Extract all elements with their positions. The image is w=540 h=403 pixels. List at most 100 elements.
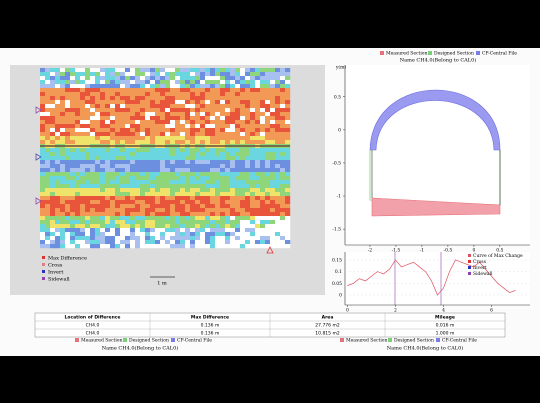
- heat-cell: [210, 204, 216, 209]
- heat-cell: [90, 120, 96, 125]
- heat-cell: [45, 160, 51, 165]
- heat-cell: [280, 172, 286, 177]
- heat-cell: [115, 236, 121, 241]
- legend-label: Cross: [473, 259, 487, 265]
- heat-cell: [190, 84, 196, 89]
- heat-cell: [70, 116, 76, 121]
- heat-cell: [95, 240, 101, 245]
- heat-cell: [55, 88, 61, 93]
- heat-cell: [50, 236, 56, 241]
- heat-cell: [85, 240, 91, 245]
- heat-cell: [215, 208, 221, 213]
- heat-cell: [145, 120, 151, 125]
- heat-cell: [245, 160, 251, 165]
- heat-cell: [265, 136, 271, 141]
- heat-cell: [65, 232, 71, 237]
- heat-cell: [65, 220, 71, 225]
- heat-cell: [170, 88, 176, 93]
- heat-cell: [275, 192, 281, 197]
- heat-cell: [75, 84, 81, 89]
- heat-cell: [160, 228, 166, 233]
- heat-cell: [70, 128, 76, 133]
- heat-cell: [265, 196, 271, 201]
- heat-cell: [210, 100, 216, 105]
- heat-cell: [275, 104, 281, 109]
- heat-cell: [265, 140, 271, 145]
- heat-cell: [90, 244, 96, 249]
- heat-cell: [160, 96, 166, 101]
- heat-cell: [100, 120, 106, 125]
- heat-cell: [220, 100, 226, 105]
- heat-cell: [180, 68, 186, 73]
- heat-cell: [245, 172, 251, 177]
- heat-cell: [75, 200, 81, 205]
- heat-cell: [240, 164, 246, 169]
- heat-cell: [185, 220, 191, 225]
- heat-cell: [125, 84, 131, 89]
- heat-cell: [240, 100, 246, 105]
- legend-label: Designed Section: [129, 338, 169, 344]
- heat-cell: [115, 164, 121, 169]
- heat-cell: [235, 188, 241, 193]
- heat-cell: [220, 212, 226, 217]
- legend-swatch: [42, 263, 45, 266]
- heat-cell: [125, 180, 131, 185]
- heat-cell: [215, 196, 221, 201]
- heat-cell: [250, 240, 256, 245]
- heat-cell: [150, 168, 156, 173]
- heat-cell: [230, 224, 236, 229]
- heat-cell: [190, 156, 196, 161]
- heat-cell: [160, 224, 166, 229]
- heat-cell: [205, 160, 211, 165]
- heat-cell: [235, 228, 241, 233]
- heat-cell: [220, 92, 226, 97]
- heat-cell: [115, 72, 121, 77]
- heat-cell: [160, 148, 166, 153]
- heat-cell: [115, 156, 121, 161]
- heat-cell: [80, 164, 86, 169]
- heat-cell: [210, 160, 216, 165]
- heat-cell: [150, 156, 156, 161]
- heat-cell: [225, 220, 231, 225]
- heat-cell: [80, 96, 86, 101]
- x-tick-label: 0.5: [496, 248, 503, 254]
- heat-cell: [95, 100, 101, 105]
- heat-cell: [140, 168, 146, 173]
- heat-cell: [225, 184, 231, 189]
- heat-cell: [110, 160, 116, 165]
- heat-cell: [255, 100, 261, 105]
- heat-cell: [90, 136, 96, 141]
- heat-cell: [255, 160, 261, 165]
- heat-cell: [110, 88, 116, 93]
- heat-cell: [195, 136, 201, 141]
- heat-cell: [115, 112, 121, 117]
- heat-cell: [215, 160, 221, 165]
- heat-cell: [195, 72, 201, 77]
- heat-cell: [200, 120, 206, 125]
- heat-cell: [265, 184, 271, 189]
- heat-cell: [125, 156, 131, 161]
- heat-cell: [180, 220, 186, 225]
- heat-cell: [95, 152, 101, 157]
- heat-cell: [175, 152, 181, 157]
- heat-cell: [195, 192, 201, 197]
- heat-cell: [175, 156, 181, 161]
- heat-cell: [90, 240, 96, 245]
- heat-cell: [205, 220, 211, 225]
- heat-cell: [75, 132, 81, 137]
- heat-cell: [175, 212, 181, 217]
- heat-cell: [85, 68, 91, 73]
- heat-cell: [50, 80, 56, 85]
- axis-label: y(m): [335, 64, 347, 71]
- heat-cell: [260, 136, 266, 141]
- heat-cell: [90, 216, 96, 221]
- heat-cell: [120, 188, 126, 193]
- heat-cell: [190, 212, 196, 217]
- heat-cell: [125, 240, 131, 245]
- heat-cell: [80, 108, 86, 113]
- heat-cell: [80, 204, 86, 209]
- heat-cell: [50, 176, 56, 181]
- heat-cell: [230, 148, 236, 153]
- heat-cell: [150, 116, 156, 121]
- legend-label: Invert: [473, 265, 487, 271]
